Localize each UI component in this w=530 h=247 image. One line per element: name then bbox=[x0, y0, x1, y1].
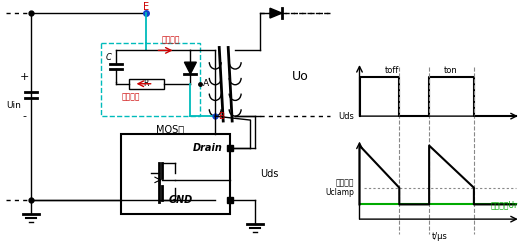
Text: GND: GND bbox=[169, 194, 192, 205]
Text: 反射电压Ur: 反射电压Ur bbox=[490, 200, 518, 209]
Bar bbox=[101, 42, 200, 116]
Text: Drain: Drain bbox=[192, 143, 222, 152]
Text: -: - bbox=[22, 111, 26, 121]
Text: C: C bbox=[106, 53, 112, 62]
Text: t/μs: t/μs bbox=[432, 232, 448, 241]
Text: 电容放电: 电容放电 bbox=[121, 92, 140, 101]
Text: +: + bbox=[20, 72, 29, 82]
Text: Uin: Uin bbox=[6, 101, 21, 110]
Text: 电容充电: 电容充电 bbox=[161, 35, 180, 44]
Text: E: E bbox=[143, 2, 149, 12]
Polygon shape bbox=[184, 62, 196, 74]
Bar bbox=[129, 79, 164, 89]
Text: B: B bbox=[218, 112, 224, 121]
Polygon shape bbox=[270, 8, 282, 18]
Text: A: A bbox=[204, 79, 209, 88]
Text: Uds: Uds bbox=[339, 112, 355, 121]
Text: Uds: Uds bbox=[260, 169, 278, 179]
Text: MOS管: MOS管 bbox=[156, 124, 184, 134]
Text: Uo: Uo bbox=[292, 70, 308, 83]
Text: ton: ton bbox=[444, 65, 458, 75]
Text: R: R bbox=[143, 79, 148, 88]
Text: toff: toff bbox=[385, 65, 400, 75]
Text: 钳位电压
Uclamp: 钳位电压 Uclamp bbox=[325, 178, 355, 197]
Bar bbox=[121, 134, 230, 214]
